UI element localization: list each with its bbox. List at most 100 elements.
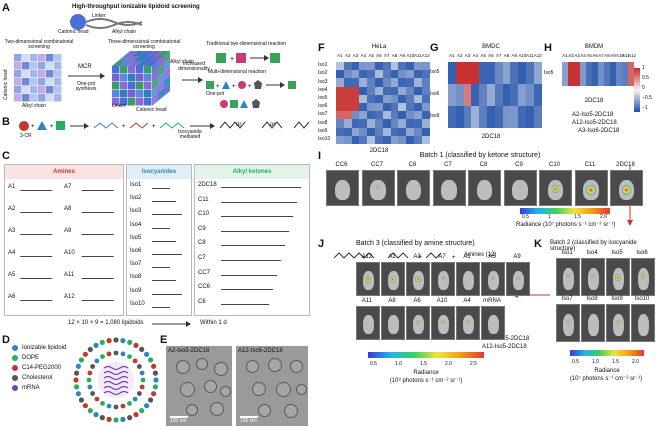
colorbar-tick: 2.5 [470, 361, 477, 367]
colorbar-tick: −0.5 [642, 95, 652, 101]
mouse-photo [356, 262, 380, 296]
legend-label: C14-PEG2000 [22, 365, 62, 371]
legend-label: mRNA [22, 385, 40, 391]
hela-cell [406, 86, 414, 95]
mouse-body [387, 315, 399, 335]
mouse-photo-label: A9 [513, 254, 521, 260]
heatmap-col-label: A12 [421, 53, 430, 58]
bmdm-cell [628, 62, 634, 86]
hela-cell [336, 135, 344, 144]
heatmap-col-label: A3 [574, 53, 580, 58]
arrow-icon [68, 73, 105, 79]
amine-structure [77, 294, 115, 301]
heatmap-row-label: Iso2 [318, 70, 328, 77]
colorbar-tick: 1.5 [420, 361, 427, 367]
grid-cationic-head-label: Cationic head [3, 69, 9, 100]
bmdm-cell [580, 62, 586, 86]
mouse-photo-label: C6 [408, 162, 417, 168]
heatmap-row-label: Iso8 [318, 119, 328, 126]
mouse-photo-label: A5 [488, 254, 496, 260]
mouse-photo [539, 170, 572, 206]
heatmap-col-label: A9 [511, 53, 518, 58]
svg-text:+: + [216, 84, 220, 90]
bmdc-xlabel: 2DC18 [481, 134, 501, 140]
colorbar-tick: 1.5 [574, 214, 581, 220]
ketone-label: C11 [198, 196, 209, 203]
batch1-title: Batch 1 (classified by ketone structure) [419, 152, 541, 159]
mouse-body [487, 271, 499, 291]
vesicle [180, 382, 195, 397]
mouse-photo-label: A12 [361, 254, 373, 260]
mouse-photo-label: A3 [413, 254, 421, 260]
bmdm-xlabel: 2DC18 [584, 98, 604, 104]
one-pot-label-2: One-pot [206, 91, 225, 97]
bioluminescence-signal [389, 276, 397, 284]
bmdc-cell [502, 106, 511, 128]
hela-cell [398, 70, 407, 79]
traditional-reaction: + [216, 53, 280, 63]
three-cr-label: 3-CR [20, 133, 32, 139]
svg-text:+: + [152, 124, 156, 130]
heatmap-colorbar [634, 68, 640, 112]
heatmap-col-label: A9 [399, 53, 406, 58]
amine-structure [77, 272, 115, 279]
panel-h-label: H [544, 42, 552, 54]
colorbar-tick: −1 [642, 105, 648, 111]
bioluminescence-signal [441, 276, 445, 281]
or-label-1: or [236, 122, 242, 128]
bmdc-cell [533, 106, 542, 128]
heatmap-row-label: Iso1 [318, 62, 328, 69]
heatmap-col-label: A10 [406, 53, 415, 58]
ketone-structure [220, 298, 272, 305]
colorbar-tick: 0.5 [522, 214, 529, 220]
hela-cell [375, 103, 383, 112]
one-pot-label: One-pot synthesis [75, 81, 97, 92]
heatmap-row-label: Iso3 [318, 78, 328, 85]
amine-structure [19, 250, 57, 257]
heatmap-col-label: A2 [568, 53, 574, 58]
batch1-radiance-label: Radiance (10⁷ photons s⁻¹ cm⁻² sr⁻¹) [516, 222, 616, 228]
mouse-photo [468, 170, 501, 206]
arrow-icon [152, 321, 191, 327]
vesicle [268, 358, 282, 372]
colorbar-tick: 1 [548, 214, 551, 220]
heatmap-col-label: A7 [495, 53, 502, 58]
hela-cell [398, 78, 407, 87]
hela-cell [421, 70, 430, 79]
bmdc-cell [471, 84, 480, 106]
heatmap-col-label: A3 [352, 53, 359, 58]
bmdc-cell [518, 106, 526, 128]
ketones-header: Alkyl ketones [195, 165, 309, 179]
hela-cell [398, 86, 407, 95]
hela-cell [406, 119, 414, 128]
vesicle [214, 362, 228, 376]
heatmap-col-label: A2 [344, 53, 351, 58]
amine-label: A12 [64, 294, 75, 300]
heatmap-row-label: Iso6 [318, 103, 328, 110]
isocyanide-structure [152, 289, 182, 295]
bioluminescence-signal [491, 276, 495, 281]
colorbar-tick: 0.5 [642, 75, 649, 81]
mouse-body [637, 314, 649, 336]
hela-cell [367, 62, 375, 71]
mouse-photo [397, 170, 430, 206]
heatmap-col-label: A8 [391, 53, 398, 58]
mouse-body [587, 314, 599, 336]
mouse-photo-label: C11 [584, 162, 596, 168]
ketone-structure [220, 255, 284, 261]
bmdc-cell [502, 84, 511, 106]
hela-cell [421, 86, 430, 95]
amines-header: Amines [5, 165, 123, 179]
panel-b-label: B [2, 116, 10, 128]
hela-cell [390, 86, 399, 95]
hela-cell [414, 70, 422, 79]
vesicle [220, 386, 231, 397]
colorbar-tick: 1.0 [395, 361, 402, 367]
mouse-photo-label: A7 [438, 254, 446, 260]
vesicle [204, 380, 217, 393]
mouse-photo [406, 306, 430, 340]
mouse-body [412, 315, 424, 335]
heatmap-col-label: A1 [562, 53, 568, 58]
lnp-illustration [73, 337, 159, 423]
hela-cell [336, 94, 344, 103]
